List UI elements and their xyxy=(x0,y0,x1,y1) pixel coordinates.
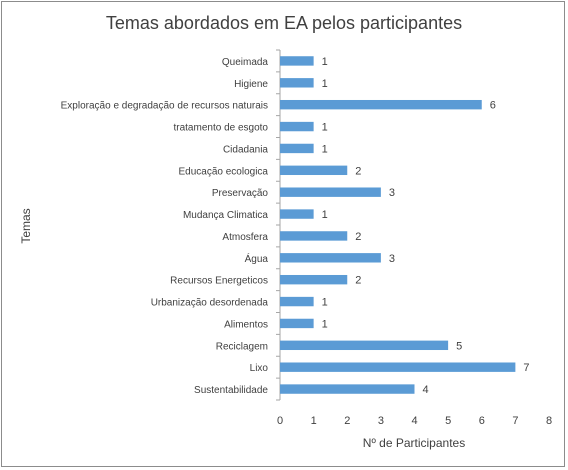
data-label: 7 xyxy=(523,362,529,374)
data-label: 1 xyxy=(322,56,328,68)
data-label: 1 xyxy=(322,122,328,134)
x-tick-label: 0 xyxy=(277,415,283,427)
data-label: 6 xyxy=(490,100,496,112)
category-label: Educação ecologica xyxy=(178,166,268,177)
x-tick-label: 1 xyxy=(311,415,317,427)
x-tick-label: 6 xyxy=(479,415,485,427)
data-label: 2 xyxy=(355,275,361,287)
category-label: Urbanização desordenada xyxy=(151,298,269,309)
data-label: 3 xyxy=(389,187,395,199)
bar xyxy=(280,78,314,88)
bar xyxy=(280,99,482,110)
bar xyxy=(280,362,516,372)
chart-title: Temas abordados em EA pelos participante… xyxy=(106,13,462,33)
category-label: Recursos Energeticos xyxy=(170,276,268,287)
data-label: 1 xyxy=(322,297,328,309)
category-label: Exploração e degradação de recursos natu… xyxy=(61,101,268,112)
data-label: 2 xyxy=(355,231,361,243)
bar xyxy=(280,121,314,132)
data-label: 2 xyxy=(355,165,361,177)
x-tick-label: 2 xyxy=(344,415,350,427)
category-label: Água xyxy=(245,252,269,265)
category-label: Higiene xyxy=(234,79,268,90)
x-tick-label: 4 xyxy=(411,415,417,427)
category-label: Preservação xyxy=(212,188,269,199)
y-axis-title: Temas xyxy=(19,208,33,243)
category-label: Cidadania xyxy=(223,144,268,155)
bar xyxy=(280,274,348,285)
bar xyxy=(280,187,381,197)
data-label: 5 xyxy=(456,340,462,352)
category-label: Lixo xyxy=(250,363,269,374)
bar xyxy=(280,231,348,241)
bar xyxy=(280,56,314,66)
x-tick-label: 8 xyxy=(546,415,552,427)
labels: Queimada 1 Higiene 1 Exploração e degradação… xyxy=(61,56,530,396)
data-label: 1 xyxy=(322,78,328,90)
x-tick-label: 7 xyxy=(512,415,518,427)
category-label: tratamento de esgoto xyxy=(173,123,268,134)
bar xyxy=(280,253,381,263)
bar xyxy=(280,143,314,154)
x-axis-title: Nº de Participantes xyxy=(363,436,465,450)
bar xyxy=(280,340,449,351)
category-label: Queimada xyxy=(222,57,269,68)
data-label: 4 xyxy=(423,384,429,396)
category-label: Sustentabilidade xyxy=(194,385,268,396)
data-label: 1 xyxy=(322,318,328,330)
category-label: Reciclagem xyxy=(216,341,268,352)
x-tick-label: 5 xyxy=(445,415,451,427)
bar xyxy=(280,165,348,176)
x-tick-label: 3 xyxy=(378,415,384,427)
data-label: 3 xyxy=(389,253,395,265)
category-label: Atmosfera xyxy=(222,232,268,243)
category-label: Mudança Climatica xyxy=(183,210,268,221)
bars xyxy=(280,56,516,394)
data-label: 1 xyxy=(322,209,328,221)
category-label: Alimentos xyxy=(224,319,268,330)
bar xyxy=(280,384,415,394)
bar xyxy=(280,318,314,329)
bar xyxy=(280,296,314,307)
data-label: 1 xyxy=(322,143,328,155)
bar xyxy=(280,209,314,219)
